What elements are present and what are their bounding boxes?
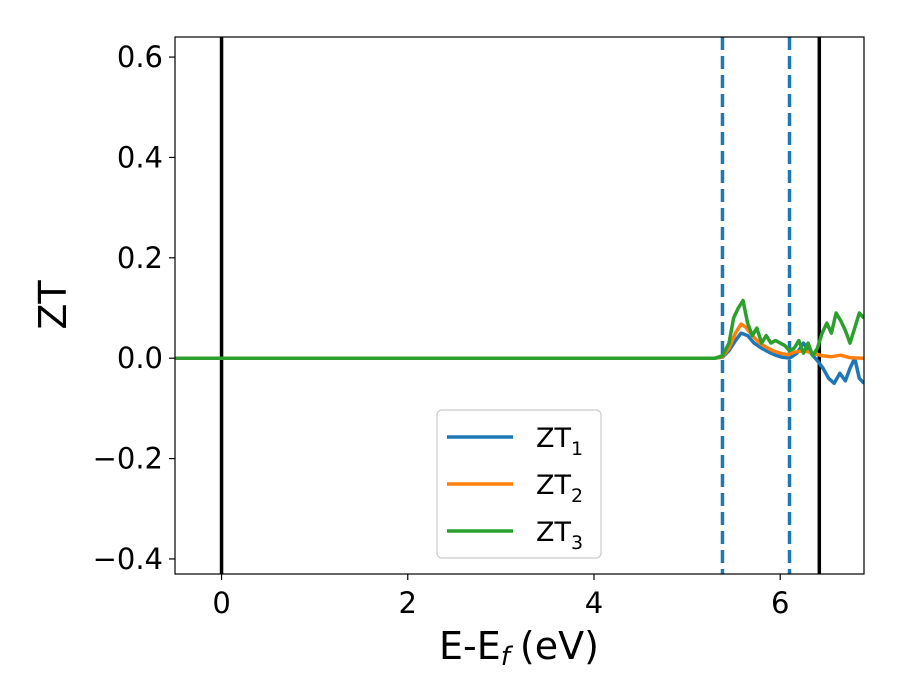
series-line-zt1 xyxy=(175,331,864,386)
y-tick-label: −0.2 xyxy=(93,442,163,476)
x-tick-label: 6 xyxy=(771,586,789,620)
series-lines xyxy=(175,298,864,386)
y-axis-label: ZT xyxy=(31,280,75,330)
x-tick-label: 4 xyxy=(585,586,603,620)
legend-label-zt1: ZT1 xyxy=(536,423,583,460)
y-tick-label: 0.2 xyxy=(117,241,163,275)
axes-frame xyxy=(174,36,865,575)
plot-area xyxy=(175,37,864,574)
vertical-marker-lines xyxy=(219,37,822,574)
x-axis-ticks: 0 2 4 6 xyxy=(212,574,789,620)
x-tick-label: 2 xyxy=(399,586,417,620)
x-axis-label-main: E-E xyxy=(439,624,501,668)
y-tick-label: −0.4 xyxy=(93,542,163,576)
series-line-zt2 xyxy=(175,322,864,360)
y-tick-label: 0.0 xyxy=(117,341,163,375)
legend-box xyxy=(436,409,602,559)
series-line-zt3 xyxy=(175,298,864,360)
x-axis-label-unit: (eV) xyxy=(520,624,599,668)
x-axis-label-sub: f xyxy=(501,642,514,672)
x-axis-label: E-Ef (eV) xyxy=(439,624,599,672)
y-axis-ticks: −0.4 −0.2 0.0 0.2 0.4 0.6 xyxy=(93,40,175,576)
x-tick-label: 0 xyxy=(212,586,230,620)
legend: ZT1 ZT2 ZT3 xyxy=(436,409,602,559)
legend-label-zt2: ZT2 xyxy=(536,470,583,507)
y-tick-label: 0.6 xyxy=(117,40,163,74)
y-tick-label: 0.4 xyxy=(117,140,163,174)
legend-label-zt3: ZT3 xyxy=(536,517,583,554)
